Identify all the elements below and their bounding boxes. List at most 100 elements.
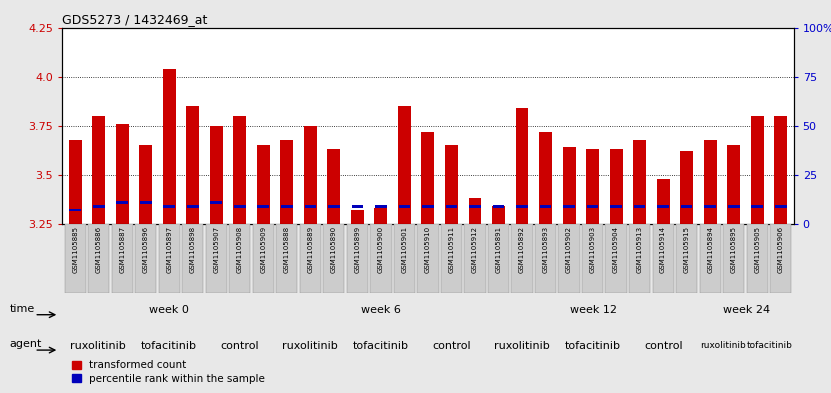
Bar	[493, 205, 504, 208]
Text: control: control	[432, 341, 471, 351]
Text: agent: agent	[9, 339, 42, 349]
Bar	[140, 145, 152, 224]
Bar	[563, 147, 576, 224]
Bar	[681, 205, 692, 208]
FancyBboxPatch shape	[182, 224, 204, 293]
Bar	[515, 108, 529, 224]
Bar	[210, 126, 223, 224]
FancyBboxPatch shape	[700, 224, 720, 293]
Text: GSM1105887: GSM1105887	[120, 226, 125, 273]
Legend: transformed count, percentile rank within the sample: transformed count, percentile rank withi…	[67, 356, 269, 388]
Bar	[93, 205, 105, 208]
Text: GSM1105915: GSM1105915	[684, 226, 690, 273]
Bar	[750, 116, 764, 224]
Text: GSM1105889: GSM1105889	[307, 226, 313, 273]
Bar	[587, 205, 598, 208]
Text: GSM1105910: GSM1105910	[425, 226, 431, 273]
Bar	[539, 205, 552, 208]
Bar	[281, 205, 293, 208]
Text: GSM1105906: GSM1105906	[778, 226, 784, 273]
Text: GSM1105891: GSM1105891	[495, 226, 501, 273]
Bar	[375, 208, 387, 224]
Text: GSM1105913: GSM1105913	[637, 226, 642, 273]
Bar	[421, 132, 435, 224]
Text: GSM1105890: GSM1105890	[331, 226, 337, 273]
Bar	[445, 205, 457, 208]
Bar	[539, 132, 552, 224]
Text: week 6: week 6	[361, 305, 401, 316]
FancyBboxPatch shape	[135, 224, 156, 293]
FancyBboxPatch shape	[276, 224, 297, 293]
Text: tofacitinib: tofacitinib	[747, 342, 793, 350]
FancyBboxPatch shape	[723, 224, 745, 293]
Bar	[704, 205, 716, 208]
Bar	[186, 106, 199, 224]
Text: GSM1105900: GSM1105900	[378, 226, 384, 273]
Text: control: control	[645, 341, 683, 351]
FancyBboxPatch shape	[606, 224, 627, 293]
Bar	[727, 145, 740, 224]
Bar	[351, 210, 364, 224]
FancyBboxPatch shape	[88, 224, 110, 293]
Bar	[375, 205, 386, 208]
Bar	[234, 116, 246, 224]
Bar	[116, 124, 129, 224]
Text: control: control	[220, 341, 258, 351]
Bar	[163, 69, 176, 224]
Text: tofacitinib: tofacitinib	[565, 341, 621, 351]
FancyBboxPatch shape	[65, 224, 86, 293]
Text: GSM1105914: GSM1105914	[660, 226, 666, 273]
Bar	[257, 145, 270, 224]
Text: GSM1105904: GSM1105904	[613, 226, 619, 273]
Bar	[469, 198, 481, 224]
Bar	[728, 205, 740, 208]
FancyBboxPatch shape	[111, 224, 133, 293]
Bar	[352, 205, 363, 208]
Bar	[751, 205, 763, 208]
Text: GSM1105912: GSM1105912	[472, 226, 478, 273]
Bar	[116, 201, 128, 204]
FancyBboxPatch shape	[535, 224, 556, 293]
Bar	[774, 205, 787, 208]
Bar	[69, 140, 81, 224]
FancyBboxPatch shape	[394, 224, 415, 293]
FancyBboxPatch shape	[347, 224, 368, 293]
FancyBboxPatch shape	[253, 224, 274, 293]
FancyBboxPatch shape	[629, 224, 650, 293]
Text: GSM1105885: GSM1105885	[72, 226, 78, 273]
Bar	[140, 201, 152, 204]
Bar	[680, 151, 693, 224]
Text: GSM1105892: GSM1105892	[519, 226, 525, 273]
FancyBboxPatch shape	[465, 224, 485, 293]
FancyBboxPatch shape	[371, 224, 391, 293]
Text: week 24: week 24	[723, 305, 770, 316]
Bar	[774, 116, 787, 224]
Bar	[516, 205, 528, 208]
Bar	[280, 140, 293, 224]
Text: GSM1105905: GSM1105905	[755, 226, 760, 273]
FancyBboxPatch shape	[159, 224, 179, 293]
Bar	[327, 149, 341, 224]
Text: GSM1105888: GSM1105888	[284, 226, 290, 273]
Text: GSM1105897: GSM1105897	[166, 226, 172, 273]
Text: GSM1105902: GSM1105902	[566, 226, 572, 273]
Text: GDS5273 / 1432469_at: GDS5273 / 1432469_at	[62, 13, 208, 26]
Text: GSM1105893: GSM1105893	[543, 226, 548, 273]
Bar	[164, 205, 175, 208]
Text: GSM1105886: GSM1105886	[96, 226, 101, 273]
FancyBboxPatch shape	[206, 224, 227, 293]
Text: tofacitinib: tofacitinib	[140, 341, 196, 351]
Text: GSM1105896: GSM1105896	[143, 226, 149, 273]
Text: ruxolitinib: ruxolitinib	[283, 341, 338, 351]
Text: ruxolitinib: ruxolitinib	[494, 341, 550, 351]
Bar	[328, 205, 340, 208]
Text: GSM1105898: GSM1105898	[189, 226, 196, 273]
Bar	[399, 205, 411, 208]
Bar	[656, 179, 670, 224]
Text: tofacitinib: tofacitinib	[353, 341, 409, 351]
Text: GSM1105909: GSM1105909	[260, 226, 267, 273]
FancyBboxPatch shape	[676, 224, 697, 293]
FancyBboxPatch shape	[229, 224, 250, 293]
Bar	[610, 205, 622, 208]
Bar	[470, 205, 481, 208]
